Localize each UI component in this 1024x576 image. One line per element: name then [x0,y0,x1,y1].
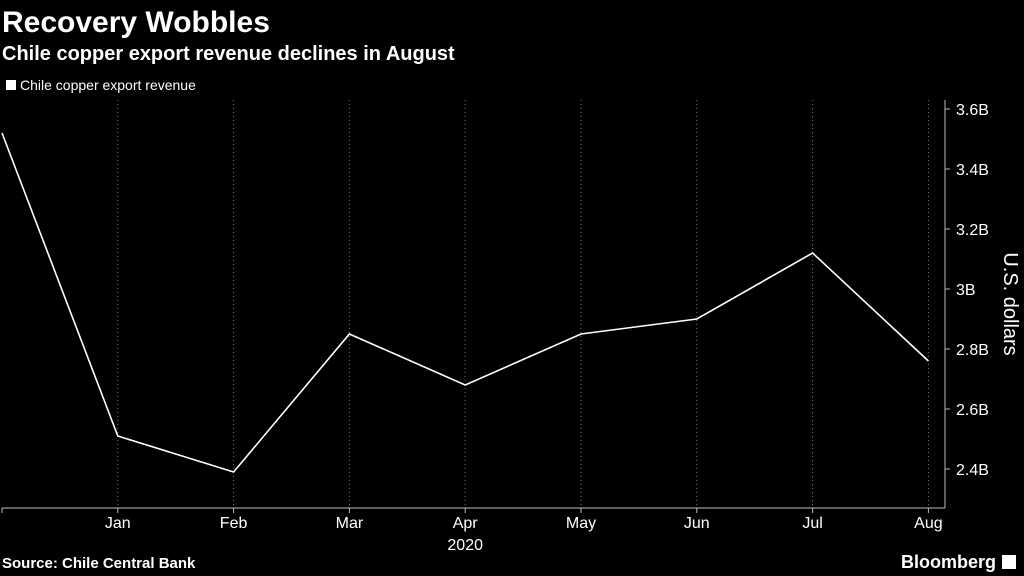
brand: Bloomberg [901,552,996,572]
legend-label: Chile copper export revenue [20,77,196,93]
y-tick-label: 3.6B [956,102,989,119]
x-tick-label: Feb [220,515,248,532]
y-tick-label: 3.4B [956,162,989,179]
x-tick-label: Jul [802,515,822,532]
y-tick-label: 2.4B [956,462,989,479]
y-tick-label: 3.2B [956,222,989,239]
chart-title: Recovery Wobbles [2,6,270,39]
y-tick-label: 3B [956,282,976,299]
x-tick-label: Apr [453,515,479,532]
chart-subtitle: Chile copper export revenue declines in … [2,43,455,65]
x-tick-label: Aug [914,515,942,532]
y-tick-label: 2.6B [956,402,989,419]
x-tick-label: Jun [684,515,710,532]
y-axis-label: U.S. dollars [999,252,1021,355]
line [1,132,929,473]
source: Source: Chile Central Bank [2,555,196,572]
x-tick-label: Jan [105,515,131,532]
x-tick-label: May [566,515,596,532]
legend-swatch [6,80,16,90]
x-annotation: 2020 [447,537,483,554]
x-tick-label: Mar [336,515,364,532]
brand-icon [1002,555,1016,569]
y-tick-label: 2.8B [956,342,989,359]
